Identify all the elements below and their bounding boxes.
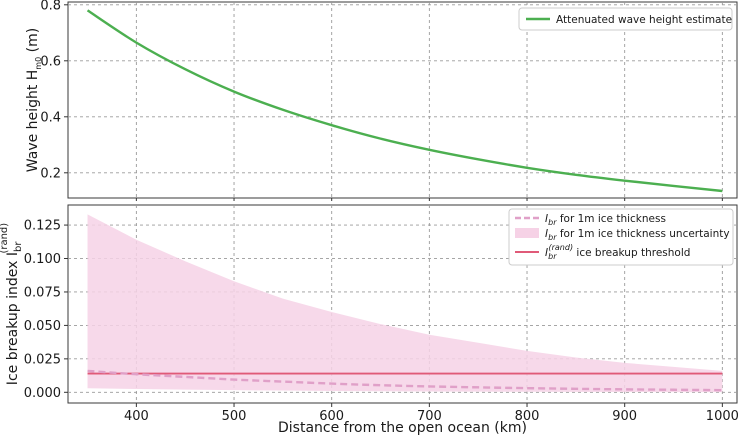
ice-breakup-panel: 0.000 0.025 0.050 0.075 0.100 0.125 400 500 600…	[0, 204, 738, 436]
x-tick-label: 1000	[706, 409, 738, 424]
legend-label-ibr-uncertainty: Ibr for 1m ice thickness uncertainty	[545, 228, 730, 242]
bottom-legend: Ibr for 1m ice thickness Ibr for 1m ice …	[508, 208, 734, 266]
wave-height-panel: 0.2 0.4 0.6 0.8 Wave height Hm0 (m) Attenua…	[25, 0, 738, 201]
wave-height-line	[86, 9, 723, 193]
bottom-legend-box	[508, 208, 734, 266]
top-legend: Attenuated wave height estimate	[518, 7, 733, 31]
top-legend-box	[518, 7, 733, 31]
x-tick-label: 700	[417, 409, 442, 424]
x-tick-label: 600	[319, 409, 344, 424]
legend-label-threshold: Ibr(rand) ice breakup threshold	[545, 243, 690, 261]
bot-y-tick-label: 0.050	[24, 319, 61, 334]
x-tick-label: 500	[222, 409, 247, 424]
bot-y-tick-label: 0.125	[24, 219, 61, 234]
top-y-tick-labels: 0.2 0.4 0.6 0.8	[40, 0, 68, 181]
top-series	[86, 9, 723, 193]
legend-label-wave-height: Attenuated wave height estimate	[556, 14, 732, 26]
legend-swatch-ibr-uncertainty	[515, 228, 539, 238]
ibr-uncertainty-band	[87, 214, 723, 393]
top-gridlines	[68, 2, 737, 201]
bottom-y-axis-label: Ice breakup index Ibr(rand)	[0, 223, 24, 385]
top-y-tick-label: 0.8	[40, 0, 61, 13]
top-y-tick-label: 0.2	[40, 166, 61, 181]
x-tick-labels: 400 500 600 700 800 900 1000	[124, 403, 738, 424]
top-y-tick-label: 0.6	[40, 54, 61, 69]
bottom-y-tick-labels: 0.000 0.025 0.050 0.075 0.100 0.125	[24, 219, 68, 401]
x-tick-label: 800	[515, 409, 540, 424]
bot-y-tick-label: 0.100	[24, 252, 61, 267]
x-axis-label: Distance from the open ocean (km)	[278, 420, 527, 436]
x-tick-label: 900	[612, 409, 637, 424]
top-plot-area	[67, 1, 738, 199]
bot-y-tick-label: 0.000	[24, 386, 61, 401]
x-tick-label: 400	[124, 409, 149, 424]
top-y-axis-label: Wave height Hm0 (m)	[25, 28, 43, 172]
ibr-dashed-line	[87, 369, 723, 392]
top-y-tick-label: 0.4	[40, 110, 61, 125]
bot-y-tick-label: 0.075	[24, 285, 61, 300]
bottom-series	[87, 214, 723, 393]
legend-label-ibr-1m: Ibr for 1m ice thickness	[545, 213, 666, 227]
bot-y-tick-label: 0.025	[24, 352, 61, 367]
